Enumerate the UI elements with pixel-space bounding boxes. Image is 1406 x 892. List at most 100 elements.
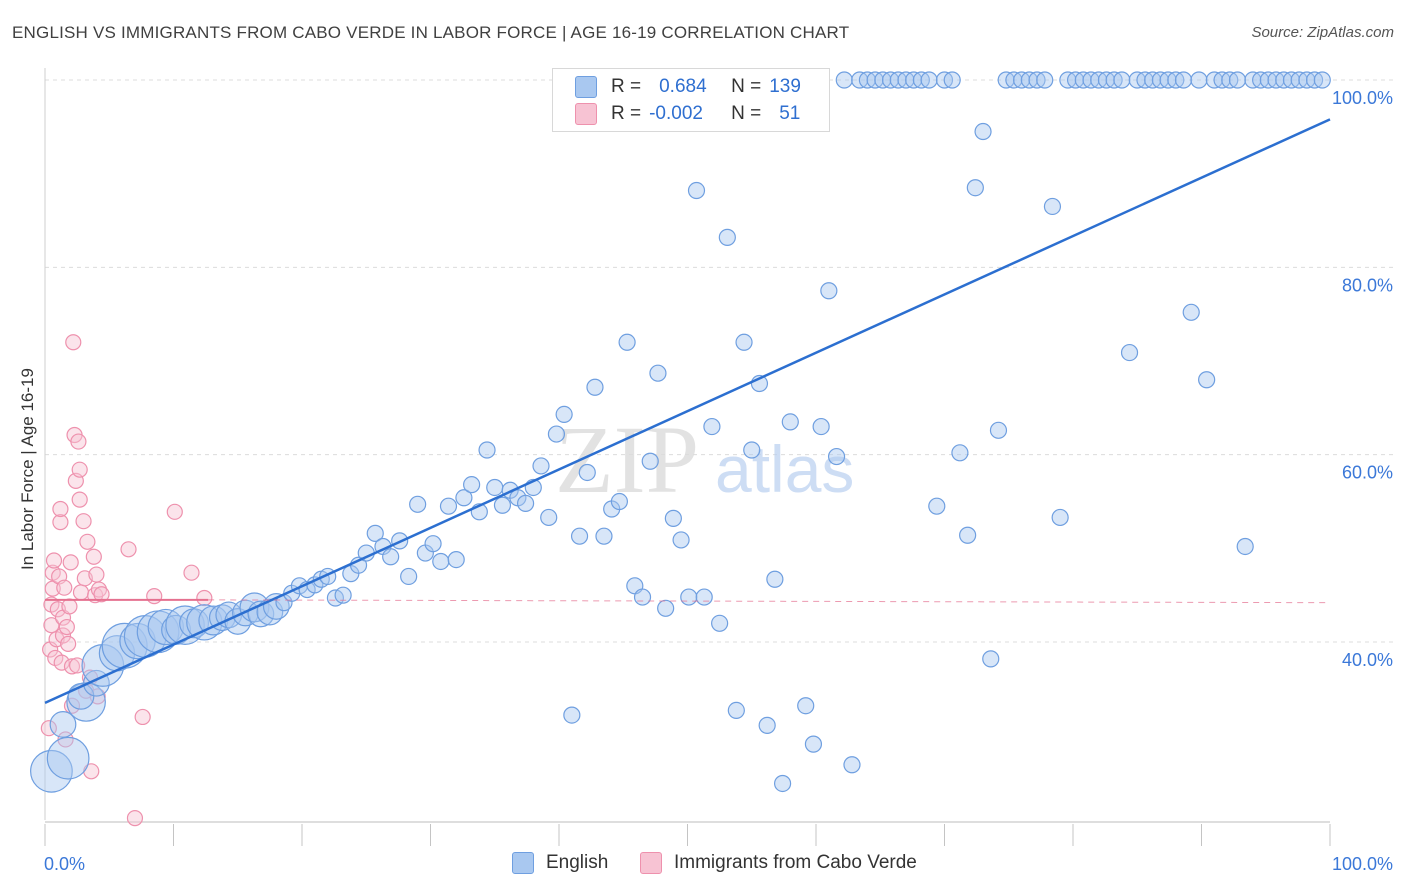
data-point-english xyxy=(618,333,636,351)
legend-row-cabo-verde: R = -0.002 N = 51 xyxy=(575,102,800,126)
legend-swatch-pink xyxy=(640,852,662,874)
legend-r-label: R = xyxy=(611,76,642,97)
tick-labels: 100.0% 80.0% 60.0% 40.0% 0.0% 100.0% xyxy=(44,88,1393,874)
data-point-cabo-verde xyxy=(61,598,78,615)
data-point-english xyxy=(334,586,352,604)
correlation-legend: R = 0.684 N = 139 R = -0.002 N = 51 xyxy=(552,68,830,132)
data-point-english xyxy=(1190,71,1208,89)
series-legend: English Immigrants from Cabo Verde xyxy=(0,852,1406,878)
legend-swatch-blue xyxy=(512,852,534,874)
watermark-text-atlas: atlas xyxy=(715,432,854,506)
legend-label-english: English xyxy=(546,852,609,873)
data-point-english xyxy=(982,650,1000,668)
axes xyxy=(44,68,1331,846)
source-credit: Source: ZipAtlas.com xyxy=(1251,24,1394,41)
data-point-english xyxy=(1236,537,1254,556)
data-point-cabo-verde xyxy=(146,588,163,605)
data-point-cabo-verde xyxy=(126,810,144,827)
data-point-english xyxy=(179,608,210,639)
data-point-english xyxy=(773,774,792,793)
data-point-english xyxy=(718,228,736,246)
legend-item-english[interactable]: English xyxy=(512,852,608,874)
y-axis-label: In Labor Force | Age 16-19 xyxy=(18,368,37,570)
data-point-english xyxy=(920,71,938,89)
data-point-english xyxy=(1036,71,1054,89)
y-tick-label: 80.0% xyxy=(1342,275,1393,295)
data-point-english xyxy=(366,524,384,542)
legend-r-value: 0.684 xyxy=(659,76,707,97)
data-point-english xyxy=(703,417,721,436)
chart-title: ENGLISH VS IMMIGRANTS FROM CABO VERDE IN… xyxy=(12,23,850,42)
data-point-english xyxy=(1198,371,1216,389)
data-point-cabo-verde xyxy=(85,548,102,565)
data-point-english xyxy=(1120,343,1139,362)
data-point-english xyxy=(586,378,604,396)
data-point-english xyxy=(766,570,784,588)
data-point-english xyxy=(966,179,984,197)
data-point-english xyxy=(610,492,628,511)
trend-lines xyxy=(44,118,1331,705)
data-point-cabo-verde xyxy=(60,635,77,652)
data-point-english xyxy=(827,447,846,466)
data-point-english xyxy=(1043,197,1062,216)
legend-label-cabo-verde: Immigrants from Cabo Verde xyxy=(674,852,917,873)
data-point-english xyxy=(657,599,675,617)
data-point-cabo-verde xyxy=(43,617,60,634)
data-point-cabo-verde xyxy=(63,658,81,675)
data-point-cabo-verde xyxy=(54,627,72,644)
data-point-english xyxy=(1051,508,1069,527)
legend-r-value: -0.002 xyxy=(649,103,703,124)
data-point-cabo-verde xyxy=(72,584,90,601)
data-point-english xyxy=(382,548,400,566)
watermark-text: ZIP xyxy=(555,406,699,513)
data-point-english xyxy=(1228,71,1247,89)
data-point-english xyxy=(797,697,815,715)
data-point-cabo-verde xyxy=(70,433,87,450)
data-point-cabo-verde xyxy=(62,554,79,571)
data-point-english xyxy=(555,405,573,424)
data-point-english xyxy=(633,588,652,606)
data-point-english xyxy=(409,495,427,513)
data-point-cabo-verde xyxy=(52,500,69,518)
legend-n-label: N = xyxy=(731,76,762,97)
data-point-cabo-verde xyxy=(183,564,200,581)
data-point-english xyxy=(649,364,667,382)
data-point-english xyxy=(680,588,698,606)
legend-n-value: 51 xyxy=(779,103,801,124)
data-point-english xyxy=(563,706,581,724)
data-point-english xyxy=(570,527,589,545)
data-point-english xyxy=(463,476,481,494)
legend-item-cabo-verde[interactable]: Immigrants from Cabo Verde xyxy=(640,852,917,874)
y-tick-label: 100.0% xyxy=(1332,88,1393,108)
data-point-english xyxy=(687,181,706,200)
data-point-english xyxy=(101,622,148,669)
data-point-english xyxy=(447,550,465,569)
data-point-english xyxy=(951,444,969,462)
data-point-cabo-verde xyxy=(52,514,69,531)
data-point-cabo-verde xyxy=(56,579,73,596)
data-point-cabo-verde xyxy=(75,513,92,530)
x-tick-label-max: 100.0% xyxy=(1332,854,1393,874)
data-point-english xyxy=(1113,71,1131,89)
grid-lines xyxy=(45,79,1395,643)
data-point-english xyxy=(727,701,745,720)
legend-n-value: 139 xyxy=(769,76,801,97)
data-point-english xyxy=(664,509,682,527)
data-point-cabo-verde xyxy=(79,533,96,550)
data-point-english xyxy=(781,413,799,431)
trend-line-english xyxy=(44,118,1331,705)
legend-n-label: N = xyxy=(731,103,762,124)
data-point-cabo-verde xyxy=(93,586,110,603)
data-point-english xyxy=(66,682,106,722)
data-point-english xyxy=(804,735,823,753)
x-tick-label-min: 0.0% xyxy=(44,854,85,874)
trend-line-cabo-verde-dashed xyxy=(208,599,1331,604)
data-point-english xyxy=(578,463,596,482)
data-point-english xyxy=(493,496,512,514)
data-point-cabo-verde xyxy=(69,657,86,674)
data-point-english xyxy=(928,497,946,515)
data-point-cabo-verde xyxy=(65,334,82,351)
data-point-cabo-verde xyxy=(196,589,213,607)
legend-row-english: R = 0.684 N = 139 xyxy=(575,75,801,99)
data-point-english xyxy=(439,497,458,515)
